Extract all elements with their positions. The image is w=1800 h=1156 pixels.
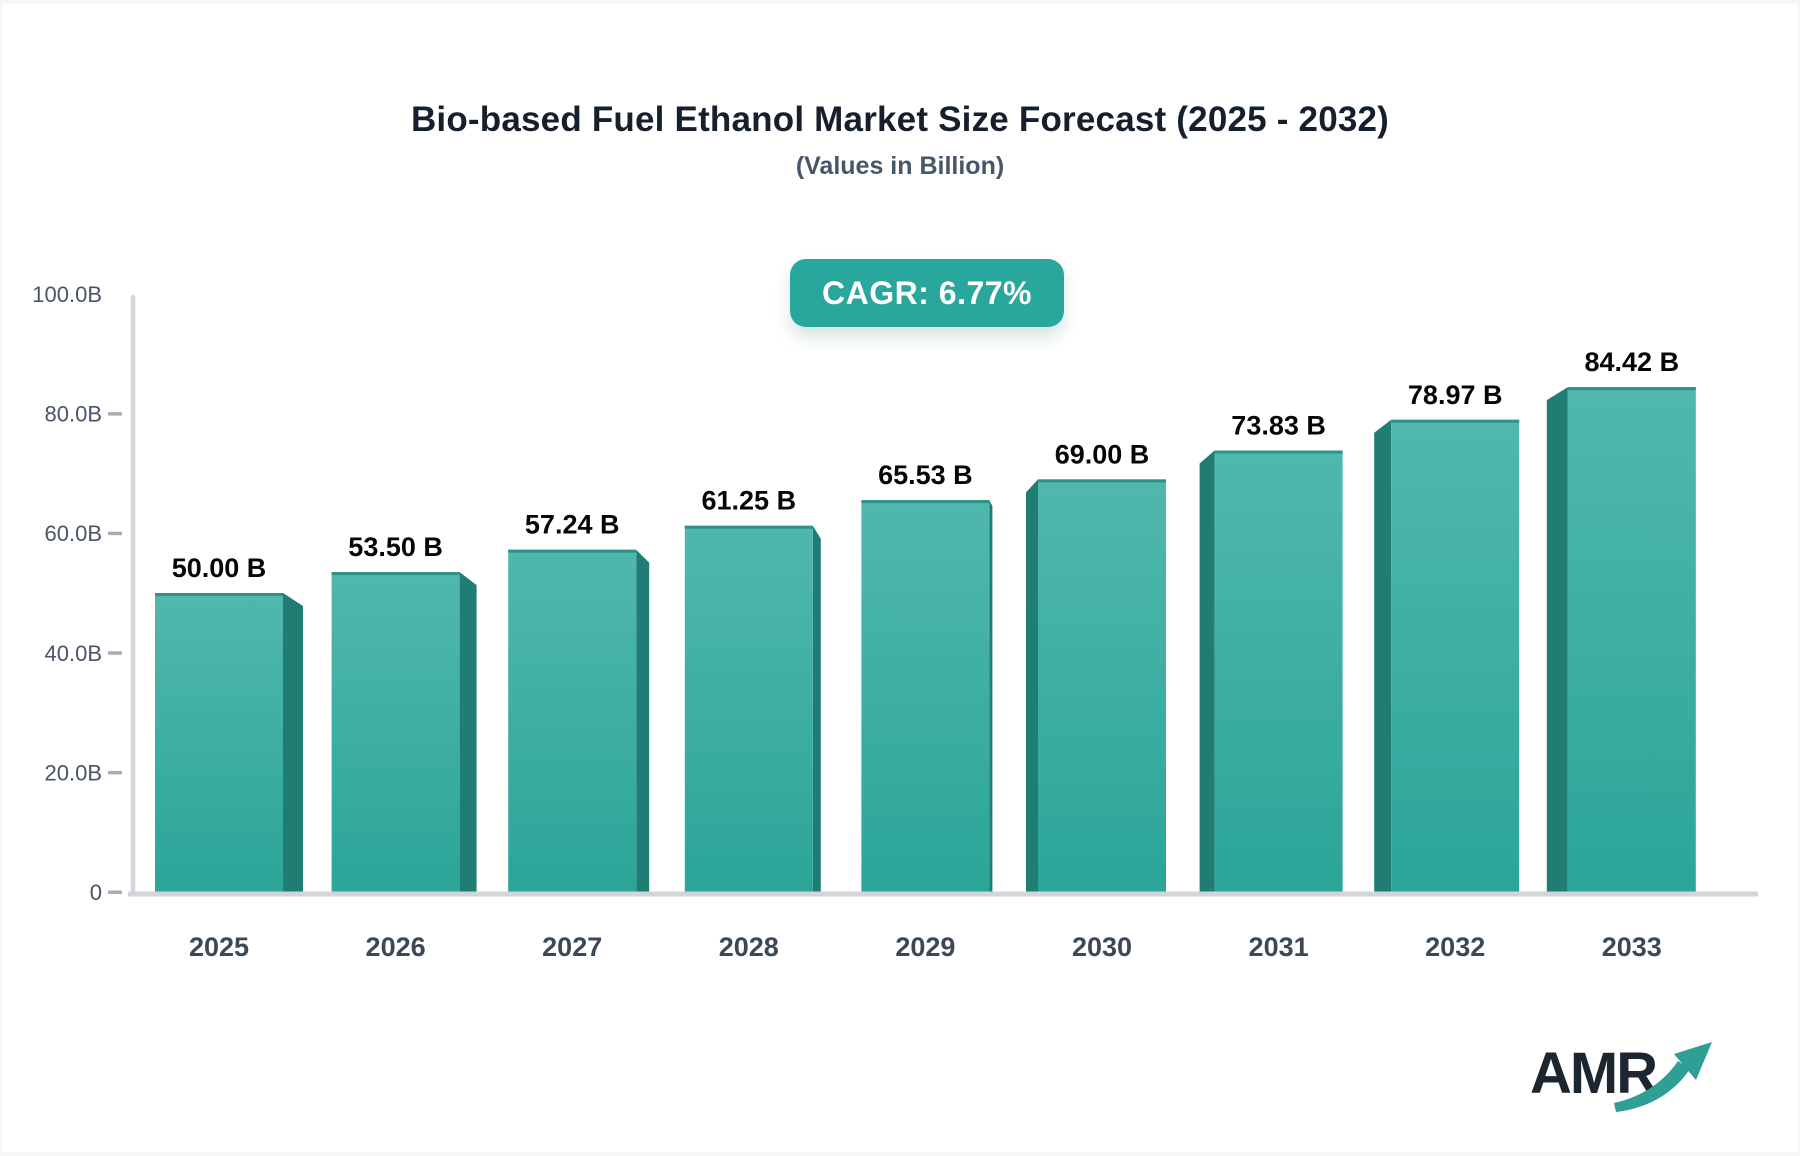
y-axis-tick (108, 651, 122, 655)
x-axis-label: 2031 (1249, 932, 1309, 962)
bar[interactable] (1214, 450, 1343, 892)
bar-value-label: 65.53 B (878, 460, 973, 490)
x-axis-label: 2033 (1602, 932, 1662, 962)
bar[interactable] (155, 593, 283, 892)
bar-value-label: 53.50 B (348, 532, 443, 562)
bar-side-face (1374, 419, 1392, 892)
y-axis-label: 80.0B (45, 402, 103, 427)
bar-group-2030: 69.00 B 2030 (1026, 439, 1166, 962)
bar-side-face (1546, 387, 1568, 892)
chart-card: Bio-based Fuel Ethanol Market Size Forec… (2, 4, 1798, 1152)
y-axis-label: 60.0B (45, 521, 103, 546)
bar-top-edge (1567, 387, 1696, 391)
y-axis-label: 0 (90, 880, 102, 905)
bar-side-face (1026, 479, 1038, 892)
y-axis-tick (108, 412, 122, 416)
x-axis-label: 2027 (542, 932, 602, 962)
bar-value-label: 61.25 B (702, 486, 797, 516)
bar-side-face (1199, 450, 1215, 892)
bar-top-edge (331, 572, 460, 576)
bar-top-edge (684, 525, 813, 529)
bar-value-label: 84.42 B (1585, 347, 1680, 377)
x-axis-label: 2030 (1072, 932, 1132, 962)
bar-top-edge (155, 593, 283, 596)
bar-value-label: 78.97 B (1408, 380, 1503, 410)
bar-value-label: 69.00 B (1055, 439, 1150, 469)
bar-value-label: 57.24 B (525, 510, 620, 540)
bar-top-edge (508, 549, 637, 553)
y-axis-tick (108, 890, 122, 894)
x-axis-label: 2026 (366, 932, 426, 962)
bar-top-edge (861, 500, 990, 504)
bar[interactable] (1391, 419, 1520, 892)
amr-logo-text: AMR (1530, 1041, 1658, 1106)
x-axis-label: 2029 (895, 932, 955, 962)
bar-side-face (989, 500, 993, 892)
bar-value-label: 73.83 B (1231, 410, 1326, 440)
bar-top-edge (1038, 479, 1166, 483)
bar[interactable] (1038, 479, 1166, 892)
bar-value-label: 50.00 B (172, 553, 267, 583)
growth-arrow-icon (1614, 1042, 1712, 1112)
bar-group-2033: 84.42 B 2033 (1546, 347, 1696, 962)
bar-group-2029: 65.53 B 2029 (861, 460, 993, 962)
bar[interactable] (861, 500, 990, 892)
bar-group-2027: 57.24 B 2027 (508, 510, 650, 962)
y-axis-label: 100.0B (32, 282, 102, 307)
bar-side-face (283, 593, 303, 892)
bar-chart: 0 20.0B 40.0B 60.0B 80.0B 100.0B 50.00 B 2025 53… (32, 282, 1758, 962)
bar-top-edge (1391, 419, 1520, 423)
bar-group-2032: 78.97 B 2032 (1374, 380, 1520, 962)
y-axis-tick (108, 770, 122, 775)
x-axis-label: 2025 (189, 932, 249, 962)
bar[interactable] (508, 549, 637, 892)
bar[interactable] (331, 572, 460, 892)
bar-group-2025: 50.00 B 2025 (155, 553, 303, 962)
bar-side-face (812, 525, 821, 892)
x-axis-label: 2032 (1425, 932, 1485, 962)
bar-group-2028: 61.25 B 2028 (684, 486, 821, 962)
chart-subtitle: (Values in Billion) (795, 152, 1005, 180)
y-axis-tick (108, 531, 122, 536)
bar-top-edge (1214, 450, 1343, 454)
amr-logo: AMR (1530, 1032, 1730, 1128)
bar[interactable] (1567, 387, 1696, 892)
cagr-badge: CAGR: 6.77% (790, 259, 1064, 327)
x-axis-label: 2028 (719, 932, 779, 962)
bar-side-face (459, 572, 477, 892)
y-axis-label: 40.0B (45, 641, 103, 666)
chart-title: Bio-based Fuel Ethanol Market Size Forec… (410, 100, 1390, 139)
bar-group-2026: 53.50 B 2026 (331, 532, 477, 962)
bar-group-2031: 73.83 B 2031 (1199, 410, 1343, 962)
y-axis-label: 20.0B (45, 760, 103, 785)
bar-side-face (636, 549, 650, 892)
bar[interactable] (684, 525, 813, 892)
